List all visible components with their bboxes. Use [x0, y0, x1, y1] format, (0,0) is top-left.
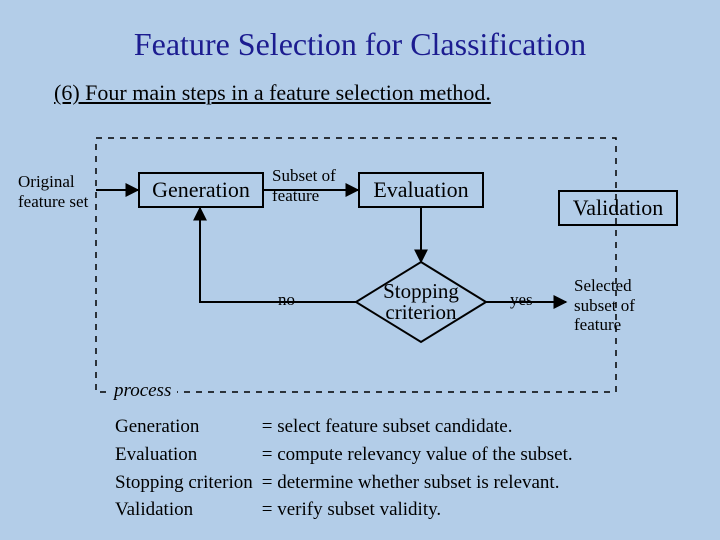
node-label: Evaluation — [373, 177, 468, 203]
def-row: Validation = verify subset validity. — [114, 497, 574, 523]
slide-subtitle: (6) Four main steps in a feature selecti… — [54, 80, 491, 106]
def-desc: = verify subset validity. — [261, 497, 574, 523]
definitions: Generation = select feature subset candi… — [112, 412, 576, 525]
def-row: Stopping criterion = determine whether s… — [114, 470, 574, 496]
def-desc: = determine whether subset is relevant. — [261, 470, 574, 496]
node-label: Generation — [152, 177, 250, 203]
node-validation: Validation — [558, 190, 678, 226]
node-generation: Generation — [138, 172, 264, 208]
label-original-feature-set: Original feature set — [18, 172, 88, 211]
label-line: subset of — [574, 296, 635, 315]
def-desc: = compute relevancy value of the subset. — [261, 442, 574, 468]
label-line: Selected — [574, 276, 632, 295]
label-line: Original — [18, 172, 75, 191]
label-line: feature — [272, 186, 319, 205]
node-label: Validation — [573, 195, 663, 221]
label-yes: yes — [510, 290, 533, 310]
def-row: Evaluation = compute relevancy value of … — [114, 442, 574, 468]
def-term: Generation — [114, 414, 259, 440]
def-row: Generation = select feature subset candi… — [114, 414, 574, 440]
def-term: Validation — [114, 497, 259, 523]
label-line: feature — [574, 315, 621, 334]
def-term: Evaluation — [114, 442, 259, 468]
node-evaluation: Evaluation — [358, 172, 484, 208]
def-desc: = select feature subset candidate. — [261, 414, 574, 440]
node-stopping-criterion: Stopping criterion — [356, 262, 486, 342]
slide-title: Feature Selection for Classification — [0, 26, 720, 63]
label-selected-subset: Selected subset of feature — [574, 276, 635, 335]
label-line: criterion — [385, 302, 456, 323]
label-subset-of-feature: Subset of feature — [272, 166, 336, 205]
process-label: process — [108, 380, 177, 402]
label-no: no — [278, 290, 295, 310]
def-term: Stopping criterion — [114, 470, 259, 496]
slide: Feature Selection for Classification (6)… — [0, 0, 720, 540]
label-line: Subset of — [272, 166, 336, 185]
label-line: feature set — [18, 192, 88, 211]
label-line: Stopping — [383, 281, 459, 302]
node-label: Stopping criterion — [356, 262, 486, 342]
